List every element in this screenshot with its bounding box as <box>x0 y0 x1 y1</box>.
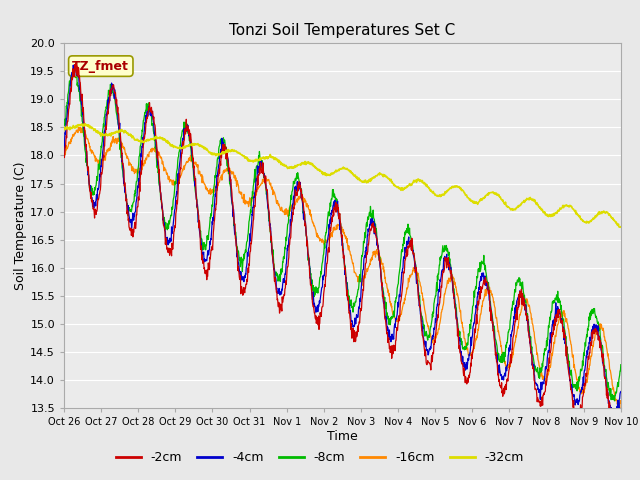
Title: Tonzi Soil Temperatures Set C: Tonzi Soil Temperatures Set C <box>229 23 456 38</box>
Y-axis label: Soil Temperature (C): Soil Temperature (C) <box>15 161 28 290</box>
X-axis label: Time: Time <box>327 430 358 443</box>
Text: TZ_fmet: TZ_fmet <box>72 60 129 72</box>
Legend: -2cm, -4cm, -8cm, -16cm, -32cm: -2cm, -4cm, -8cm, -16cm, -32cm <box>111 446 529 469</box>
